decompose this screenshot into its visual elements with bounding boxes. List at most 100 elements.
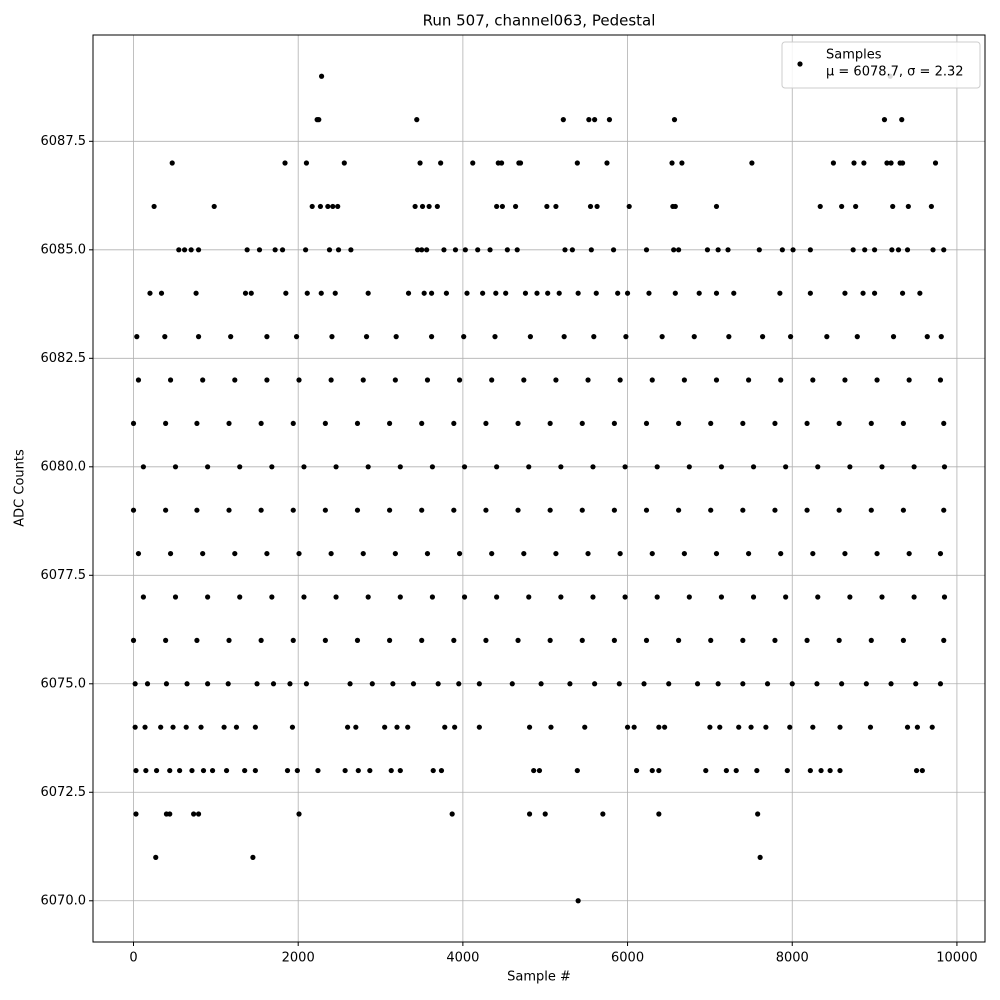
point — [354, 507, 361, 513]
point — [867, 724, 874, 730]
point — [461, 334, 467, 340]
point — [269, 594, 275, 600]
point — [325, 203, 331, 210]
point — [369, 681, 375, 687]
point — [134, 334, 140, 340]
point — [258, 420, 264, 427]
point — [641, 681, 647, 687]
point — [353, 724, 359, 730]
point — [592, 681, 598, 687]
point — [545, 290, 551, 296]
legend-marker — [797, 61, 803, 67]
point — [142, 724, 148, 730]
point — [623, 334, 629, 340]
point — [606, 117, 613, 123]
point — [147, 290, 153, 296]
point — [258, 507, 264, 513]
point — [151, 203, 157, 210]
point — [560, 117, 566, 123]
point — [868, 507, 874, 513]
point — [330, 203, 336, 210]
point — [723, 767, 729, 774]
point — [707, 724, 713, 730]
point — [588, 247, 594, 253]
legend-label: Samples — [826, 48, 882, 63]
point — [163, 507, 169, 513]
point — [847, 594, 853, 600]
point — [153, 854, 159, 860]
point — [269, 464, 275, 470]
point — [681, 550, 687, 557]
point — [616, 681, 622, 687]
point — [582, 724, 588, 730]
point — [390, 681, 396, 687]
point — [884, 160, 890, 166]
point — [899, 290, 906, 296]
point — [888, 681, 894, 687]
point — [405, 724, 411, 730]
point — [900, 420, 907, 427]
point — [279, 247, 286, 253]
point — [750, 594, 757, 600]
point — [316, 117, 322, 123]
point — [527, 334, 533, 340]
point — [483, 507, 489, 513]
point — [461, 464, 468, 470]
plot-frame — [92, 34, 986, 943]
point — [911, 464, 917, 470]
point — [610, 247, 617, 253]
point — [256, 247, 263, 253]
y-tick-label: 6072.5 — [41, 785, 87, 800]
point — [531, 767, 537, 774]
point — [672, 203, 678, 210]
y-tick-label: 6075.0 — [41, 676, 87, 691]
point — [736, 724, 742, 730]
point — [676, 507, 682, 513]
point — [676, 247, 682, 253]
point — [561, 334, 567, 340]
legend-box — [781, 41, 981, 89]
point — [194, 507, 200, 513]
point — [839, 681, 845, 687]
point — [244, 247, 250, 253]
point — [195, 811, 202, 817]
point — [135, 377, 142, 383]
point — [899, 160, 906, 166]
point — [756, 247, 762, 253]
point — [586, 117, 592, 123]
point — [417, 160, 423, 166]
point — [547, 637, 553, 643]
point — [622, 594, 628, 600]
point — [296, 811, 302, 817]
point — [483, 637, 489, 643]
point — [654, 594, 660, 600]
point — [659, 334, 665, 340]
point — [731, 290, 737, 296]
point — [715, 247, 721, 253]
point — [410, 681, 417, 687]
point — [575, 898, 581, 904]
point — [600, 811, 606, 817]
point — [818, 767, 824, 774]
point — [748, 724, 754, 730]
point — [294, 767, 300, 774]
point — [430, 767, 436, 774]
point — [226, 507, 232, 513]
point — [443, 290, 450, 296]
point — [895, 247, 902, 253]
point — [344, 724, 351, 730]
point — [686, 464, 692, 470]
point — [784, 767, 790, 774]
y-tick-label: 6070.0 — [41, 893, 87, 908]
point — [905, 203, 911, 210]
point — [587, 203, 594, 210]
point — [283, 290, 289, 296]
point — [489, 377, 495, 383]
point — [928, 203, 934, 210]
point — [681, 377, 687, 383]
point — [303, 247, 309, 253]
point — [483, 420, 489, 427]
point — [900, 637, 907, 643]
point — [759, 334, 766, 340]
point — [162, 334, 168, 340]
